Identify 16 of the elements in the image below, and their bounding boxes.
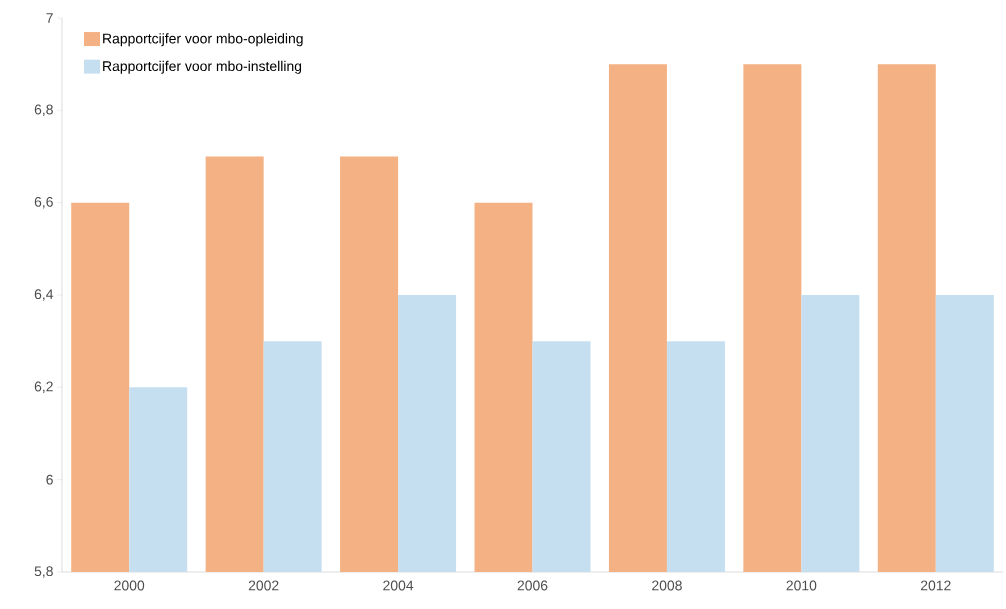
x-tick-label: 2012 <box>920 580 951 591</box>
y-tick-label: 6,8 <box>34 104 53 117</box>
x-tick-label: 2006 <box>517 580 548 591</box>
x-tick-label: 2010 <box>786 580 817 591</box>
y-tick-label: 7 <box>46 13 53 23</box>
y-tick-label: 6,6 <box>34 196 53 209</box>
x-tick-label: 2002 <box>248 580 279 591</box>
x-tick-label: 2000 <box>114 580 145 591</box>
legend-label: Rapportcijfer voor mbo-opleiding <box>103 33 303 47</box>
y-tick-label: 6,2 <box>34 381 53 394</box>
y-tick-label: 6 <box>46 474 53 485</box>
legend-label: Rapportcijfer voor mbo-instelling <box>103 60 302 74</box>
y-tick-label: 6,4 <box>34 289 54 301</box>
x-tick-label: 2004 <box>383 580 414 591</box>
x-tick-label: 2008 <box>652 580 682 591</box>
y-tick-label: 5,8 <box>34 566 53 578</box>
